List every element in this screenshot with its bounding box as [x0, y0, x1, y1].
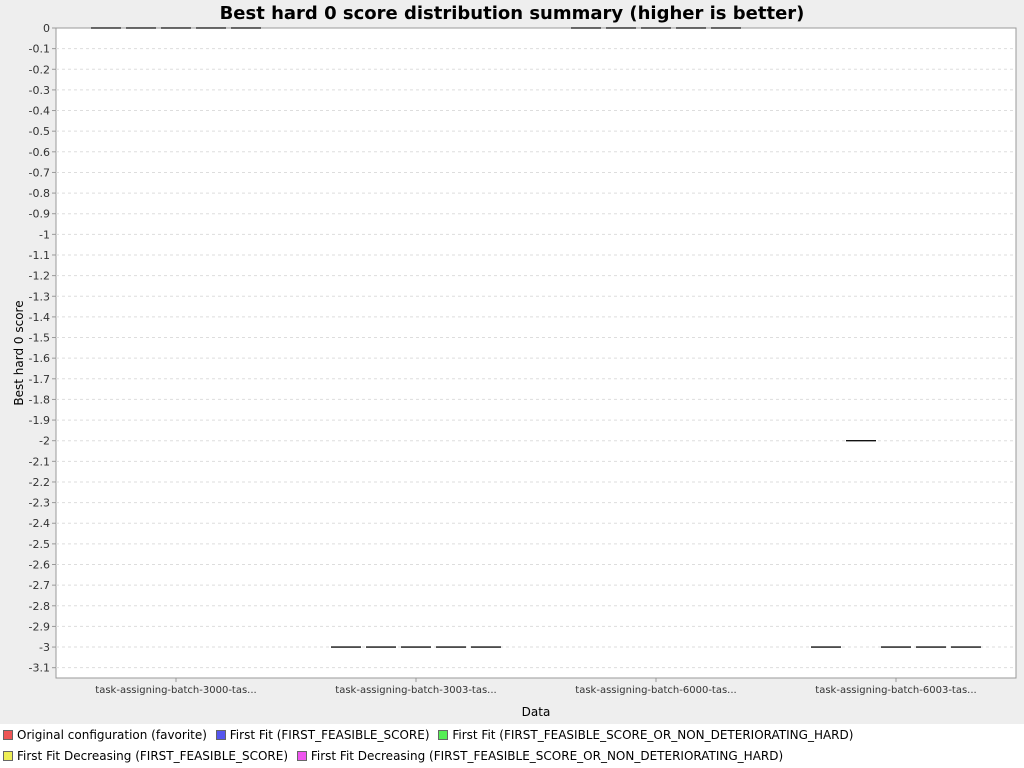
x-tick-label: task-assigning-batch-3003-tas...	[335, 685, 496, 696]
y-tick-label: -1.1	[29, 249, 50, 262]
legend-item: First Fit (FIRST_FEASIBLE_SCORE)	[215, 725, 430, 745]
y-tick-label: -0.7	[29, 166, 50, 179]
y-tick-label: -3.1	[29, 662, 50, 675]
x-tick-label: task-assigning-batch-3000-tas...	[95, 685, 256, 696]
y-tick-label: -1.6	[29, 352, 50, 365]
legend-item: First Fit Decreasing (FIRST_FEASIBLE_SCO…	[3, 746, 288, 766]
y-axis-label: Best hard 0 score	[12, 300, 26, 405]
legend-label: First Fit Decreasing (FIRST_FEASIBLE_SCO…	[17, 749, 289, 763]
x-axis: task-assigning-batch-3000-tas... task-ass…	[95, 678, 977, 696]
legend-label: Original configuration (favorite)	[17, 728, 207, 742]
box-chart: Best hard 0 score distribution summary (…	[12, 3, 1017, 719]
y-tick-label: -2.4	[29, 517, 50, 530]
y-tick-label: -0.4	[29, 105, 50, 118]
y-tick-label: -1.4	[29, 311, 50, 324]
y-tick-label: -2.3	[29, 497, 50, 510]
y-tick-label: -3	[39, 641, 50, 654]
chart-title: Best hard 0 score distribution summary (…	[220, 3, 805, 24]
legend-swatch	[215, 730, 226, 740]
y-tick-label: -2.9	[29, 620, 50, 633]
legend-label: First Fit (FIRST_FEASIBLE_SCORE_OR_NON_D…	[452, 728, 854, 742]
y-tick-label: -1.8	[29, 393, 50, 406]
legend: Original configuration (favorite) First …	[0, 724, 1024, 768]
y-tick-label: -2.7	[29, 579, 50, 592]
x-tick-label: task-assigning-batch-6003-tas...	[815, 685, 976, 696]
y-tick-label: 0	[43, 22, 50, 35]
x-axis-label: Data	[522, 705, 551, 719]
grid-layer	[56, 48, 1016, 669]
legend-swatch	[438, 730, 449, 740]
y-tick-label: -1.7	[29, 373, 50, 386]
y-tick-label: -0.9	[29, 208, 50, 221]
legend-item: First Fit (FIRST_FEASIBLE_SCORE_OR_NON_D…	[438, 725, 853, 745]
y-axis: 0 -0.1 -0.2 -0.3 -0.4 -0.5 -0.6 -0.7 -0.8 -0.9 -1 -…	[29, 22, 56, 675]
y-tick-label: -2.8	[29, 600, 50, 613]
y-tick-label: -0.3	[29, 84, 50, 97]
legend-swatch	[3, 751, 13, 761]
box-marks	[91, 27, 981, 648]
y-tick-label: -1	[39, 228, 50, 241]
y-tick-label: -1.5	[29, 332, 50, 345]
legend-swatch	[296, 751, 307, 761]
legend-row: First Fit Decreasing (FIRST_FEASIBLE_SCO…	[3, 746, 788, 766]
y-tick-label: -1.9	[29, 414, 50, 427]
legend-row: Original configuration (favorite) First …	[3, 725, 858, 745]
y-tick-label: -2.2	[29, 476, 50, 489]
legend-item: First Fit Decreasing (FIRST_FEASIBLE_SCO…	[296, 746, 784, 766]
y-tick-label: -0.6	[29, 146, 50, 159]
y-tick-label: -2	[39, 435, 50, 448]
y-tick-label: -2.6	[29, 559, 50, 572]
plot-area	[55, 27, 1017, 679]
legend-label: First Fit Decreasing (FIRST_FEASIBLE_SCO…	[310, 749, 784, 763]
x-tick-label: task-assigning-batch-6000-tas...	[575, 685, 736, 696]
y-tick-label: -1.2	[29, 270, 50, 283]
y-tick-label: -0.2	[29, 63, 50, 76]
y-tick-label: -1.3	[29, 290, 50, 303]
y-tick-label: -0.1	[29, 43, 50, 56]
y-tick-label: -2.1	[29, 455, 50, 468]
legend-swatch	[3, 730, 13, 740]
y-tick-label: -0.8	[29, 187, 50, 200]
y-tick-label: -0.5	[29, 125, 50, 138]
legend-label: First Fit (FIRST_FEASIBLE_SCORE)	[229, 728, 430, 742]
y-tick-label: -2.5	[29, 538, 50, 551]
legend-item: Original configuration (favorite)	[3, 725, 207, 745]
